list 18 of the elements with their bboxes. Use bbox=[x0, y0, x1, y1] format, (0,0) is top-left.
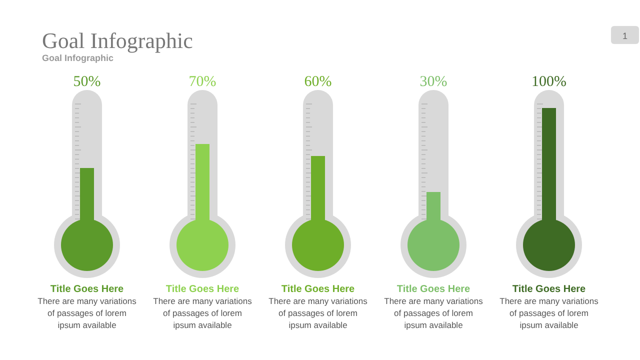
data-label: 70% bbox=[188, 74, 216, 90]
data-label: 100% bbox=[532, 74, 566, 90]
x-tick-label: Title Goes Here bbox=[396, 284, 471, 295]
text: 1 bbox=[622, 31, 628, 41]
x-tick-label: Title Goes Here bbox=[50, 284, 124, 295]
data-label: 50% bbox=[73, 74, 101, 90]
x-tick-label: Title Goes Here bbox=[512, 284, 586, 295]
x-tick-label: Title Goes Here bbox=[281, 284, 356, 295]
text: There are many variations of passages of lorem ipsum available bbox=[384, 296, 483, 330]
chart-title: Goal Infographic bbox=[42, 28, 194, 53]
chart-subtitle: Goal Infographic bbox=[42, 53, 114, 63]
x-tick-label: Title Goes Here bbox=[166, 284, 240, 295]
data-label: 30% bbox=[420, 74, 448, 90]
text: There are many variations of passages of lorem ipsum available bbox=[268, 296, 368, 330]
text: There are many variations of passages of lorem ipsum available bbox=[38, 296, 136, 330]
data-label: 60% bbox=[304, 74, 332, 90]
text: There are many variations of passages of lorem ipsum available bbox=[500, 296, 598, 330]
text: There are many variations of passages of lorem ipsum available bbox=[153, 296, 252, 330]
